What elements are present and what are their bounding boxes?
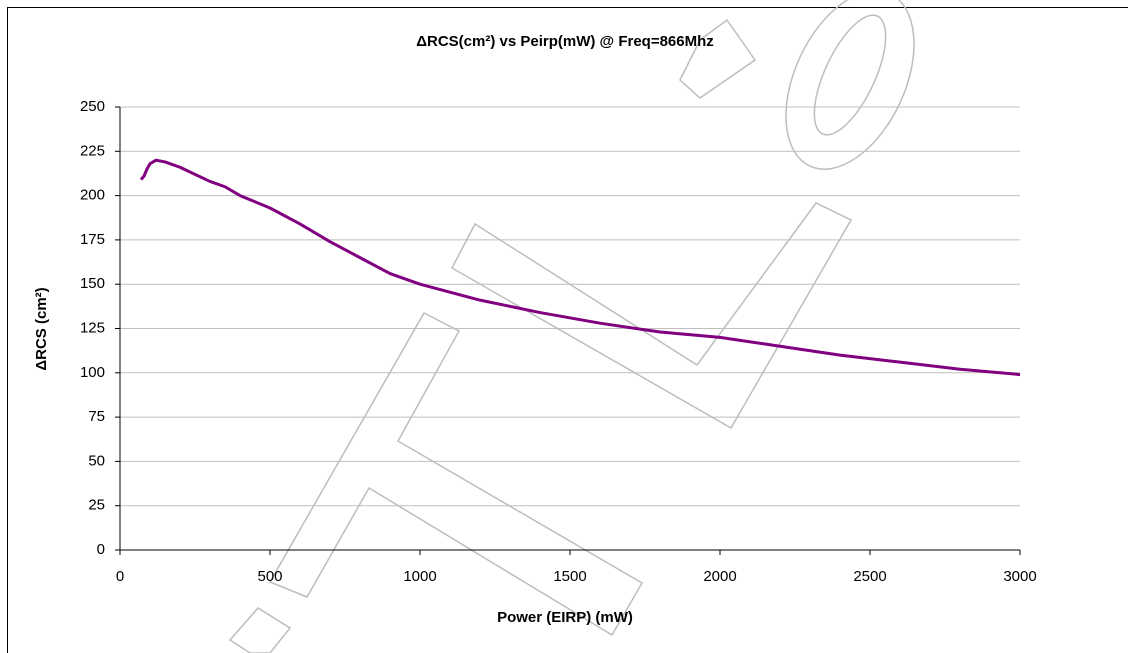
y-tick-label: 0	[97, 541, 105, 558]
y-tick-label: 25	[88, 497, 105, 514]
x-tick-label: 1500	[553, 568, 586, 585]
y-tick-label: 125	[80, 319, 105, 336]
y-tick-label: 175	[80, 231, 105, 248]
y-tick-label: 200	[80, 187, 105, 204]
y-tick-label: 75	[88, 408, 105, 425]
x-axis-label: Power (EIRP) (mW)	[497, 609, 633, 626]
y-tick-label: 150	[80, 275, 105, 292]
chart-title: ΔRCS(cm²) vs Peirp(mW) @ Freq=866Mhz	[416, 33, 714, 50]
x-tick-label: 2000	[703, 568, 736, 585]
x-tick-label: 1000	[403, 568, 436, 585]
x-tick-label: 500	[257, 568, 282, 585]
data-line	[139, 158, 1021, 377]
y-tick-label: 250	[80, 98, 105, 115]
y-tick-label: 225	[80, 142, 105, 159]
y-tick-label: 100	[80, 364, 105, 381]
x-tick-label: 2500	[853, 568, 886, 585]
watermark	[228, 0, 915, 653]
chart-frame	[7, 7, 1128, 653]
x-tick-label: 0	[116, 568, 124, 585]
x-tick-label: 3000	[1003, 568, 1036, 585]
y-axis-label: ΔRCS (cm²)	[33, 287, 50, 370]
y-tick-label: 50	[88, 452, 105, 469]
